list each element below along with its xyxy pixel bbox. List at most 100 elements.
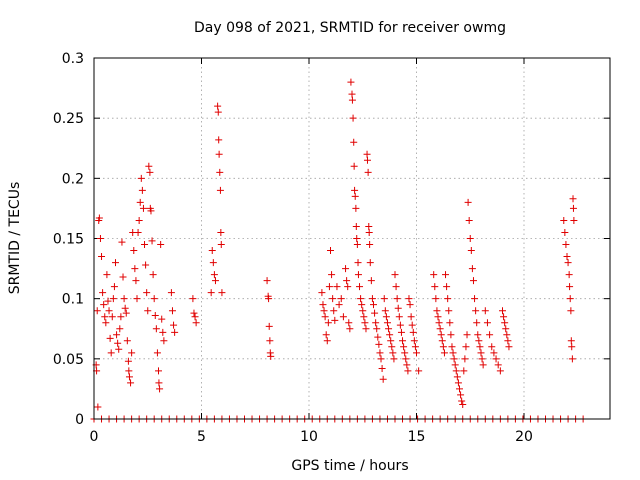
data-point <box>375 340 383 348</box>
data-point <box>474 331 482 339</box>
data-point <box>330 307 338 315</box>
data-point <box>147 207 155 215</box>
data-point <box>324 319 332 327</box>
data-point <box>400 343 408 351</box>
data-point <box>440 349 448 357</box>
data-point <box>450 355 458 363</box>
data-point <box>217 228 225 236</box>
data-point <box>433 307 441 315</box>
data-point <box>155 367 162 375</box>
data-point <box>120 295 128 303</box>
data-point <box>403 361 411 369</box>
data-point <box>102 319 110 327</box>
data-point <box>501 319 509 327</box>
data-point <box>451 361 459 369</box>
data-point <box>353 241 361 249</box>
data-point <box>344 283 352 291</box>
data-point <box>502 325 510 333</box>
data-point <box>468 265 476 273</box>
data-point <box>382 313 390 321</box>
data-point <box>351 192 359 200</box>
data-point <box>130 247 138 255</box>
data-point <box>570 216 578 224</box>
data-point <box>152 325 160 333</box>
data-point <box>320 307 328 315</box>
data-point <box>347 78 355 86</box>
y-tick-label: 0.15 <box>53 232 84 248</box>
data-point <box>136 198 144 206</box>
data-point <box>171 328 179 336</box>
data-point <box>472 307 480 315</box>
data-point <box>105 307 113 315</box>
data-point <box>339 313 347 321</box>
data-point <box>348 90 356 98</box>
data-point <box>438 337 446 345</box>
data-point <box>374 333 382 341</box>
data-point <box>385 325 393 333</box>
data-point <box>99 289 107 297</box>
data-point <box>209 259 217 267</box>
data-point <box>391 271 399 279</box>
data-point <box>368 295 376 303</box>
data-point <box>337 295 345 303</box>
data-point <box>214 102 222 110</box>
data-point <box>349 114 357 122</box>
data-point <box>370 301 377 309</box>
data-point <box>109 295 117 303</box>
data-point <box>143 289 151 297</box>
data-point <box>483 319 491 327</box>
data-point <box>463 331 471 339</box>
data-point <box>461 355 469 363</box>
data-point <box>445 307 453 315</box>
data-point <box>392 283 400 291</box>
data-point <box>464 198 472 206</box>
data-point <box>144 307 152 315</box>
data-point <box>145 162 153 170</box>
data-point <box>365 228 373 236</box>
data-point <box>434 313 442 321</box>
data-point <box>415 367 423 375</box>
data-point <box>569 204 577 212</box>
data-point <box>327 247 334 255</box>
data-point <box>350 162 358 170</box>
data-point <box>146 168 154 176</box>
data-point <box>123 337 131 345</box>
data-point <box>405 295 413 303</box>
data-point <box>469 277 477 285</box>
data-point <box>457 391 465 399</box>
data-point <box>348 96 356 104</box>
data-point <box>408 321 416 329</box>
data-point <box>118 238 126 246</box>
data-point <box>335 301 343 309</box>
y-tick-label: 0.1 <box>62 292 84 308</box>
data-point <box>159 328 167 336</box>
data-point <box>560 216 568 224</box>
x-tick-label: 5 <box>197 429 206 445</box>
data-point <box>266 337 274 345</box>
data-point <box>399 337 407 345</box>
data-point <box>372 319 380 327</box>
data-point <box>343 277 351 285</box>
data-point <box>122 309 130 317</box>
data-point <box>443 283 451 291</box>
data-point <box>409 328 417 336</box>
data-point <box>157 241 165 249</box>
data-point <box>447 331 455 339</box>
data-point <box>134 228 142 236</box>
data-point <box>453 373 461 381</box>
data-point <box>142 261 150 269</box>
data-point <box>488 343 496 351</box>
grid <box>94 58 610 419</box>
data-point <box>442 271 450 279</box>
data-point <box>494 361 502 369</box>
data-point <box>115 345 123 353</box>
data-point <box>96 235 104 242</box>
data-point <box>137 174 145 182</box>
data-point <box>135 216 143 224</box>
x-tick-label: 0 <box>90 429 99 445</box>
x-axis-title: GPS time / hours <box>291 458 408 474</box>
data-point <box>358 301 366 309</box>
data-point <box>479 361 487 369</box>
data-point <box>107 349 115 357</box>
data-point <box>345 319 353 327</box>
